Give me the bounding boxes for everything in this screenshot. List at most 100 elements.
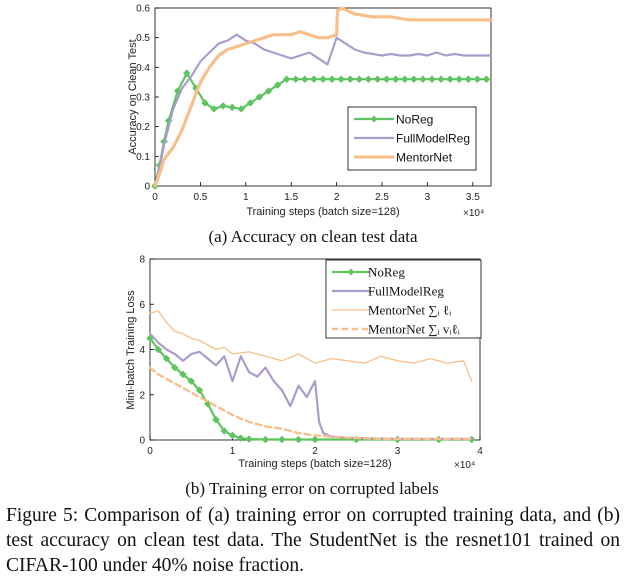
chart-a-series: [151, 6, 493, 190]
chart-b-series-0-point: [311, 435, 319, 444]
chart-b-xtick-label: 2: [312, 446, 318, 457]
chart-a-xlabel: Training steps (batch size=128): [246, 206, 399, 218]
chart-a-series-0-point: [291, 75, 300, 84]
chart-a-series-0-point: [319, 75, 327, 84]
chart-a-ytick-label: 0.5: [136, 33, 150, 44]
chart-a-series-2-line: [153, 6, 493, 188]
chart-b-xtick-label: 1: [230, 446, 236, 457]
chart-a-series-0-point: [237, 105, 246, 113]
chart-a-series-0-point: [400, 75, 409, 84]
chart-a-legend: NoReg FullModelReg MentorNet: [347, 106, 477, 171]
chart-a-series-1-line: [153, 33, 493, 188]
chart-b-ylabel: Mini-batch Training Loss: [125, 290, 137, 410]
chart-a-ytick-label: 0.6: [136, 4, 150, 15]
chart-a-ytick-label: 0.3: [136, 93, 150, 104]
chart-b-series-0-point: [154, 345, 163, 354]
chart-b-series-0-point: [228, 431, 237, 440]
chart-a-xtick-label: 3: [425, 192, 431, 203]
chart-b-ytick-label: 2: [139, 390, 145, 401]
chart-a: 0 0.5 1 1.5 2 2.5 3 3.5 0 0.1 0.2 0.3 0.4 0.5 0.6 Trai…: [127, 4, 493, 246]
chart-a-x-multiplier: ×10⁴: [463, 208, 484, 219]
chart-a-series-0-point: [428, 75, 436, 84]
figure-caption: Figure 5: Comparison of (a) training err…: [6, 505, 620, 576]
chart-a-series-0-point: [328, 75, 336, 84]
chart-a-series-0-point: [419, 75, 427, 84]
chart-a-legend-marker: [370, 115, 378, 123]
chart-b-legend-label: MentorNet ∑ᵢ ℓᵢ: [368, 303, 452, 318]
chart-a-series-0-point: [373, 75, 382, 84]
chart-b-series-0-point: [170, 363, 179, 372]
chart-b-ytick-label: 4: [139, 345, 145, 356]
chart-a-xtick-label: 0.5: [193, 192, 207, 203]
chart-a-series-0-point: [228, 103, 237, 112]
chart-a-xtick-label: 2.5: [375, 192, 389, 203]
chart-a-series-0-point: [355, 75, 364, 84]
chart-a-series-0-point: [182, 69, 191, 78]
chart-a-series-0-point: [201, 99, 209, 107]
chart-a-xtick-label: 1: [243, 192, 249, 203]
chart-a-series-0-point: [409, 75, 418, 84]
chart-a-series-0-point: [464, 75, 473, 84]
chart-a-axes: 0 0.5 1 1.5 2 2.5 3 3.5 0 0.1 0.2 0.3 0.4 0.5 0.6: [136, 4, 480, 204]
chart-b-ytick-label: 0: [139, 436, 145, 447]
chart-a-series-0-point: [473, 75, 482, 84]
chart-a-series-0-point: [391, 75, 400, 84]
chart-a-legend-label: FullModelReg: [396, 132, 470, 146]
chart-a-series-0-point: [300, 75, 309, 84]
chart-a-series-0-point: [255, 93, 264, 101]
chart-b-xlabel: Training steps (batch size=128): [238, 458, 391, 470]
chart-b-ytick-label: 8: [139, 255, 145, 266]
chart-b-xtick-label: 0: [147, 446, 153, 457]
chart-b-xtick-label: 3: [395, 446, 401, 457]
chart-b-x-multiplier: ×10⁴: [454, 460, 475, 471]
chart-b-legend: NoReg FullModelReg MentorNet ∑ᵢ ℓᵢ MentorNe…: [325, 259, 482, 339]
chart-b-series-0-point: [261, 435, 270, 444]
chart-b-plot-area: [149, 258, 481, 441]
chart-a-series-0-point: [364, 75, 373, 84]
chart-b-series-0-point: [212, 415, 220, 424]
chart-a-legend-label: NoReg: [396, 113, 433, 127]
chart-a-series-0-point: [173, 87, 182, 95]
chart-a-series-0-point: [382, 75, 391, 84]
chart-b-series-0-point: [220, 427, 229, 435]
chart-b: 0 1 2 3 4 0 2 4 6 8 Training steps (batch size=12…: [125, 255, 483, 499]
chart-a-ytick-label: 0.2: [136, 122, 150, 133]
chart-a-xtick-label: 3.5: [466, 192, 480, 203]
chart-a-series-0-point: [337, 75, 346, 84]
chart-a-legend-label: MentorNet: [396, 151, 453, 165]
chart-b-series-0-point: [278, 435, 286, 444]
chart-a-series-0-point: [310, 75, 318, 84]
chart-a-series-0-point: [446, 75, 454, 84]
chart-a-ytick-label: 0: [144, 182, 150, 193]
chart-a-series-0-point: [210, 105, 218, 113]
chart-a-ytick-label: 0.1: [136, 152, 150, 163]
chart-b-series-3-line: [148, 366, 473, 441]
chart-b-series-0-point: [162, 354, 171, 363]
chart-b-series-0-point: [187, 377, 196, 386]
chart-b-legend-label: FullModelReg: [368, 284, 444, 299]
chart-a-xtick-label: 1.5: [284, 192, 298, 203]
chart-b-legend-label: MentorNet ∑ᵢ vᵢℓᵢ: [368, 322, 461, 337]
chart-a-series-0-point: [455, 75, 464, 84]
chart-a-series-0-point: [346, 75, 355, 84]
chart-a-ytick-label: 0.4: [136, 63, 150, 74]
chart-b-ytick-label: 6: [139, 300, 145, 311]
chart-b-legend-label: NoReg: [368, 265, 405, 280]
chart-a-series-0-point: [219, 102, 227, 110]
chart-b-series-2-line: [149, 310, 473, 382]
chart-a-series-0-point: [246, 99, 255, 107]
chart-b-legend-marker: [347, 268, 355, 276]
chart-b-xtick-label: 4: [477, 446, 483, 457]
chart-a-series-0-point: [437, 75, 445, 84]
chart-a-series-0-point: [273, 81, 282, 89]
chart-a-series-0-point: [264, 87, 273, 95]
chart-b-series-0-point: [179, 370, 187, 379]
chart-b-series-0-point: [195, 386, 204, 395]
chart-a-xtick-label: 0: [152, 192, 158, 203]
chart-b-series-0-point: [245, 435, 253, 443]
chart-a-series-0-point: [482, 75, 491, 84]
chart-a-series-0-point: [282, 75, 291, 84]
subcaption-a: (a) Accuracy on clean test data: [208, 227, 418, 246]
chart-b-series-0-point: [294, 435, 303, 444]
chart-b-series-0-point: [236, 434, 245, 443]
